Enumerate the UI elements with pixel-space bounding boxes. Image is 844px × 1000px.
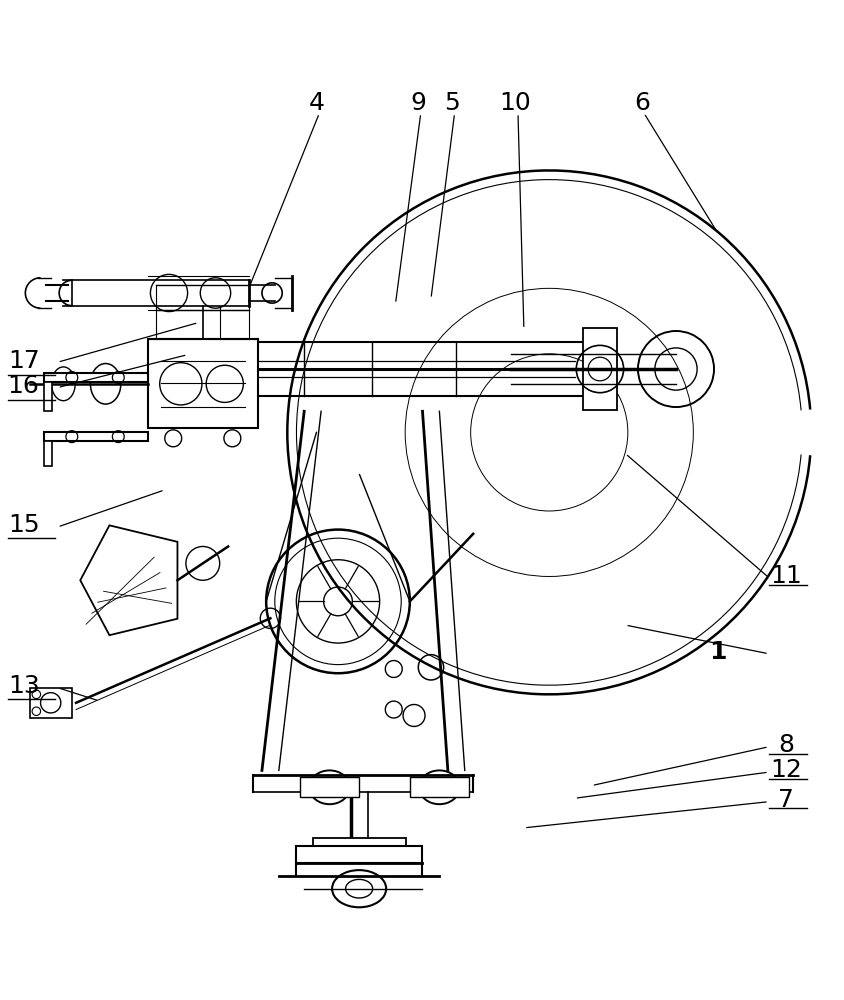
Text: 5: 5 (444, 91, 459, 115)
Text: 6: 6 (634, 91, 649, 115)
Text: 16: 16 (8, 374, 40, 398)
Polygon shape (80, 525, 177, 635)
Bar (148, 339, 257, 428)
Polygon shape (300, 777, 359, 797)
Text: 11: 11 (769, 564, 801, 588)
Text: 17: 17 (8, 349, 40, 373)
Polygon shape (312, 838, 405, 846)
Text: 12: 12 (769, 758, 801, 782)
Text: 10: 10 (499, 91, 531, 115)
Text: 13: 13 (8, 674, 40, 698)
Text: 7: 7 (777, 788, 793, 812)
Polygon shape (44, 432, 148, 441)
Polygon shape (409, 777, 468, 797)
Polygon shape (44, 441, 52, 466)
Polygon shape (295, 846, 422, 863)
Polygon shape (30, 688, 72, 718)
Text: 8: 8 (777, 733, 793, 757)
Text: 1: 1 (709, 640, 726, 664)
Polygon shape (44, 382, 52, 411)
Text: 9: 9 (410, 91, 425, 115)
Polygon shape (44, 373, 148, 382)
Polygon shape (582, 328, 616, 410)
Text: 4: 4 (309, 91, 324, 115)
Text: 15: 15 (8, 513, 40, 537)
